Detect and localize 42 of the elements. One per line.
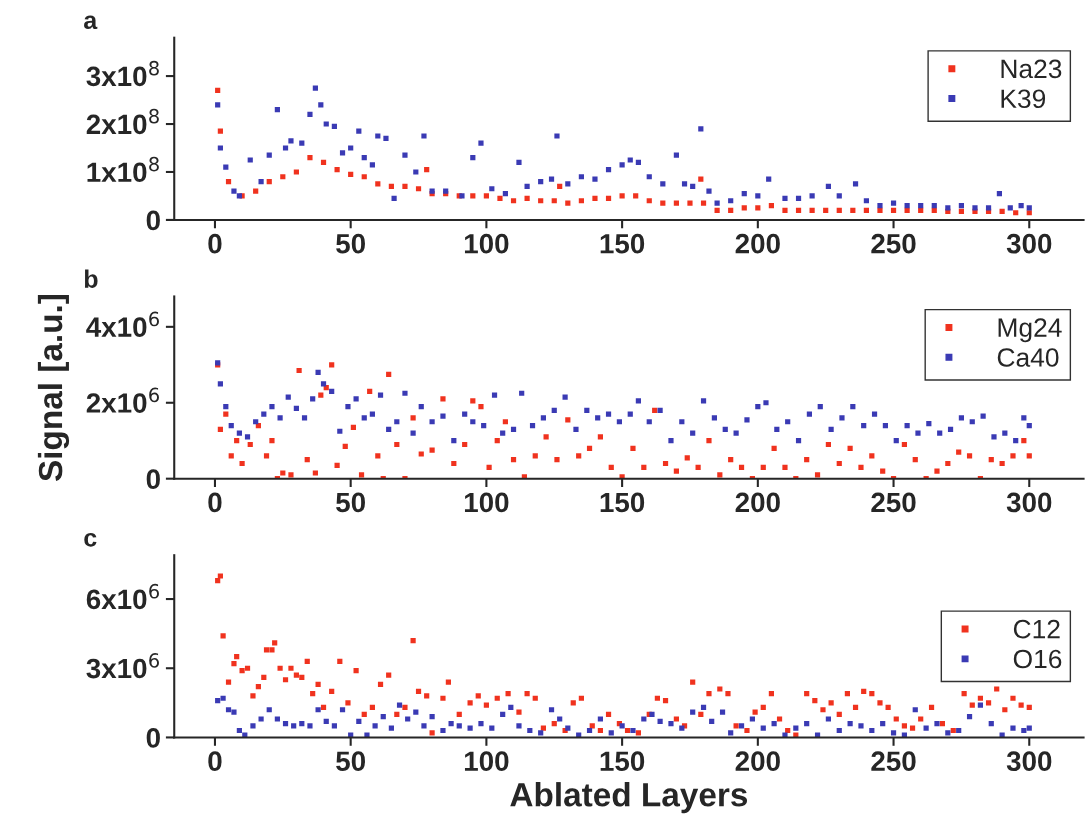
y-tick-label: 0 [146,210,160,231]
x-tick-label: 100 [464,233,509,254]
x-tick-label: 200 [735,233,780,254]
x-tick-label: 300 [1006,751,1052,772]
x-tick-label: 200 [735,751,780,772]
y-tick-label: 3x10$^{8}$ [86,60,159,87]
x-tick-label: 0 [208,492,222,513]
y-tick-label: 3x10$^{6}$ [86,653,159,679]
x-tick-label: 250 [871,751,916,772]
x-tick-label: 150 [600,233,645,254]
x-tick-label: 0 [208,751,222,772]
text: a [84,15,98,30]
x-tick-label: 100 [464,492,509,513]
text: b [84,269,98,288]
text: c [84,532,97,547]
x-axis-title: Ablated Layers [510,782,748,814]
x-tick-label: 150 [600,751,645,772]
x-tick-label: 100 [464,751,509,772]
x-tick-label: 300 [1006,492,1052,513]
x-tick-label: 50 [336,751,365,772]
y-tick-label: 0 [146,469,160,490]
y-tick-label: 0 [146,728,160,748]
x-tick-label: 50 [336,233,365,254]
y-tick-label: 2x10$^{6}$ [86,387,159,413]
y-tick-label: 2x10$^{8}$ [86,108,159,135]
legend-label: Na23 [1001,59,1062,79]
x-tick-label: 50 [336,492,365,513]
y-axis-title: Signal [a.u.] [37,294,70,482]
legend-label: O16 [1013,649,1062,669]
x-tick-label: 200 [735,492,780,513]
legend-label: Ca40 [997,348,1059,367]
x-tick-label: 250 [871,492,916,513]
legend-label: Mg24 [998,318,1062,343]
x-tick-label: 300 [1006,233,1052,254]
x-tick-label: 0 [208,233,222,254]
y-tick-label: 4x10$^{6}$ [86,311,159,337]
y-tick-label: 1x10$^{8}$ [87,156,159,183]
legend-label: K39 [1001,89,1046,109]
y-tick-label: 6x10$^{6}$ [86,583,159,610]
x-tick-label: 150 [600,492,645,513]
x-tick-label: 250 [871,233,916,254]
legend-label: C12 [1013,619,1060,639]
